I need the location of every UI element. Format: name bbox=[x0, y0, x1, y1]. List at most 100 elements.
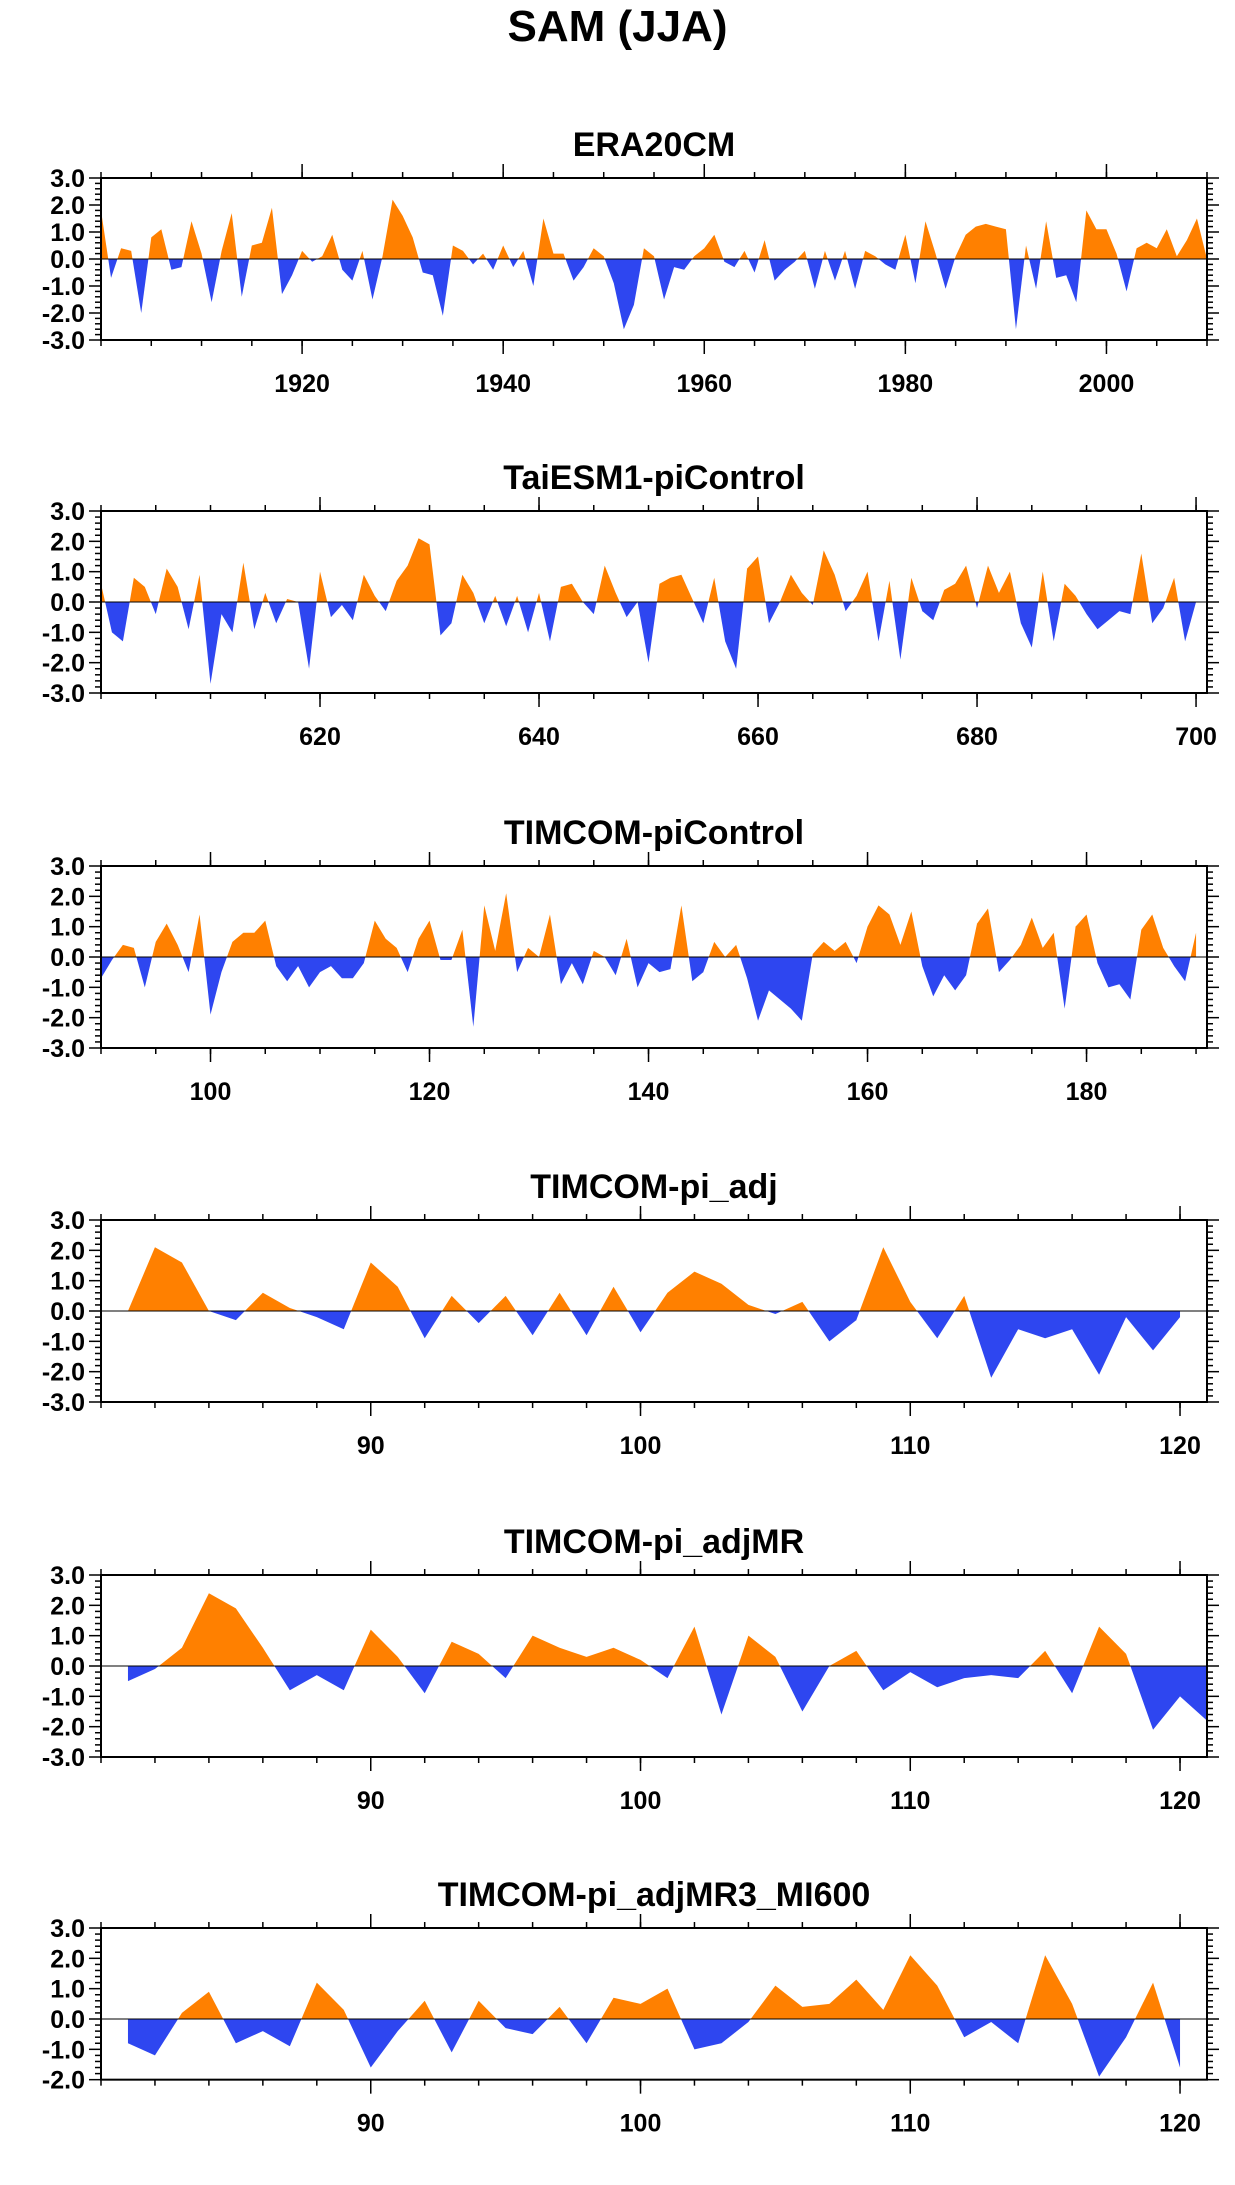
panel-4-negative-area-13 bbox=[627, 1311, 656, 1333]
panel-1-negative-area-47 bbox=[878, 259, 899, 270]
panel-3-negative-area-8 bbox=[274, 957, 366, 988]
panel-1-positive-area-26 bbox=[518, 250, 526, 259]
panel-1-negative-area-43 bbox=[827, 259, 843, 281]
panel-3-negative-area-36 bbox=[1096, 957, 1138, 1000]
panel-3-negative-area-18 bbox=[556, 957, 592, 985]
panel-2-positive-area-6 bbox=[194, 574, 203, 602]
panel-6-positive-area-9 bbox=[547, 2006, 569, 2019]
panel-6-positive-area-3 bbox=[301, 1982, 349, 2019]
panel-6-negative-area-12 bbox=[680, 2019, 751, 2050]
panel-3-positive-area-5 bbox=[191, 914, 205, 957]
panel-4-ytick-label: -1.0 bbox=[42, 1328, 85, 1356]
panel-1-positive-area-16 bbox=[359, 250, 365, 259]
panel-1-positive-area-40 bbox=[797, 250, 807, 259]
panel-1-positive-area-6 bbox=[183, 221, 203, 259]
panel-5-ytick-label: -2.0 bbox=[42, 1714, 85, 1742]
panel-1-negative-area-29 bbox=[565, 259, 588, 281]
panel-1-negative-area-5 bbox=[168, 259, 184, 270]
panel-1-negative-area-55 bbox=[1029, 259, 1041, 289]
panel-1-negative-area-57 bbox=[1052, 259, 1082, 303]
panel-4-positive-area-8 bbox=[490, 1295, 517, 1311]
panel-2-negative-area-45 bbox=[872, 602, 886, 642]
panel-2-positive-area-50 bbox=[939, 565, 976, 602]
panel-1-positive-area-32 bbox=[642, 248, 655, 259]
panel-5-positive-area-7 bbox=[513, 1635, 650, 1666]
panel-2-positive-area-60 bbox=[1165, 577, 1179, 602]
panel-2-ytick-label: -2.0 bbox=[42, 650, 85, 678]
panel-1-xtick-label: 1980 bbox=[878, 370, 934, 398]
panel-6-positive-area-15 bbox=[1025, 1955, 1078, 2019]
panel-4-positive-area-4 bbox=[351, 1262, 411, 1311]
panel-4-positive-area-20 bbox=[954, 1295, 970, 1311]
panel-3-ytick-label: 2.0 bbox=[50, 883, 85, 911]
panel-2-negative-area-3 bbox=[150, 602, 159, 615]
panel-5-negative-area-0 bbox=[127, 1666, 159, 1682]
panel-3-ytick-label: -2.0 bbox=[42, 1005, 85, 1033]
panel-5-positive-area-5 bbox=[438, 1641, 493, 1666]
panel-2-ytick-label: 1.0 bbox=[50, 559, 85, 587]
panel-4-negative-area-11 bbox=[571, 1311, 601, 1336]
panel-2-positive-area-46 bbox=[885, 580, 893, 602]
panel-3-positive-area-7 bbox=[226, 920, 275, 957]
panel-1-negative-area-19 bbox=[418, 259, 451, 316]
panel-2-positive-area-24 bbox=[514, 595, 519, 602]
panel-1-negative-area-59 bbox=[1117, 259, 1135, 292]
panel-1-ytick-label: 1.0 bbox=[50, 219, 85, 247]
panel-6-positive-area-5 bbox=[408, 2000, 435, 2019]
panel-6-negative-area-14 bbox=[954, 2019, 1026, 2044]
panel-2-positive-area-8 bbox=[237, 562, 250, 602]
panel-5-xtick-label: 90 bbox=[357, 1787, 385, 1815]
panel-2-negative-area-41 bbox=[810, 602, 814, 606]
panel-2-xtick-label: 620 bbox=[299, 723, 341, 751]
panel-2-title: TaiESM1-piControl bbox=[503, 459, 805, 497]
panel-2-negative-area-15 bbox=[327, 602, 358, 621]
panel-1-ytick-label: 0.0 bbox=[50, 246, 85, 274]
panel-3-negative-area-22 bbox=[630, 957, 673, 988]
panel-3-negative-area-14 bbox=[465, 957, 480, 1027]
panel-3-negative-area-0 bbox=[101, 957, 115, 979]
panel-3-positive-area-1 bbox=[114, 944, 137, 957]
panel-1-ytick-label: -1.0 bbox=[42, 273, 85, 301]
panel-2-negative-area-61 bbox=[1178, 602, 1197, 642]
panel-3-negative-area-28 bbox=[853, 957, 859, 964]
panel-5-negative-area-16 bbox=[1054, 1666, 1084, 1694]
panel-3-negative-area-38 bbox=[1168, 957, 1191, 982]
panel-2-negative-area-55 bbox=[1047, 602, 1062, 642]
panel-2-negative-area-9 bbox=[249, 602, 263, 630]
panel-4-ytick-label: 3.0 bbox=[50, 1207, 85, 1235]
panel-4-positive-area-2 bbox=[244, 1292, 299, 1311]
panel-1-positive-area-58 bbox=[1081, 210, 1118, 259]
panel-2-negative-area-29 bbox=[582, 602, 597, 615]
panel-4-negative-area-9 bbox=[516, 1311, 549, 1336]
panel-5-positive-area-17 bbox=[1083, 1626, 1131, 1666]
panel-2-positive-area-36 bbox=[708, 577, 719, 602]
panel-3-negative-area-30 bbox=[920, 957, 970, 997]
panel-2-negative-area-1 bbox=[105, 602, 130, 642]
panel-1-negative-area-39 bbox=[769, 259, 798, 281]
panel-2-positive-area-12 bbox=[285, 598, 299, 602]
panel-6-xtick-label: 90 bbox=[357, 2110, 385, 2138]
panel-2-negative-area-47 bbox=[892, 602, 909, 660]
panel-3-ytick-label: -1.0 bbox=[42, 974, 85, 1002]
panel-6-xtick-label: 110 bbox=[890, 2110, 930, 2138]
panel-1-negative-area-27 bbox=[525, 259, 538, 286]
panel-3-ytick-label: -3.0 bbox=[42, 1035, 85, 1063]
panel-3-positive-area-21 bbox=[621, 938, 631, 957]
panel-3-positive-area-29 bbox=[858, 905, 921, 957]
panel-2-negative-area-31 bbox=[619, 602, 638, 618]
panel-3-title: TIMCOM-piControl bbox=[504, 814, 804, 852]
panel-1-negative-area-31 bbox=[604, 259, 643, 330]
panel-1-positive-area-2 bbox=[117, 248, 133, 259]
panel-3-positive-area-35 bbox=[1071, 914, 1097, 957]
panel-1-positive-area-22 bbox=[478, 253, 487, 259]
panel-1-positive-area-34 bbox=[692, 234, 724, 259]
panel-3-positive-area-19 bbox=[591, 950, 605, 957]
panel-3-positive-area-33 bbox=[1012, 917, 1058, 957]
panel-2-negative-area-39 bbox=[765, 602, 780, 624]
panel-4-negative-area-21 bbox=[969, 1311, 1181, 1378]
panel-5-ytick-label: 2.0 bbox=[50, 1592, 85, 1620]
panel-5-negative-area-6 bbox=[492, 1666, 514, 1679]
panel-1-ytick-label: -2.0 bbox=[42, 300, 85, 328]
panel-5-negative-area-8 bbox=[649, 1666, 674, 1679]
